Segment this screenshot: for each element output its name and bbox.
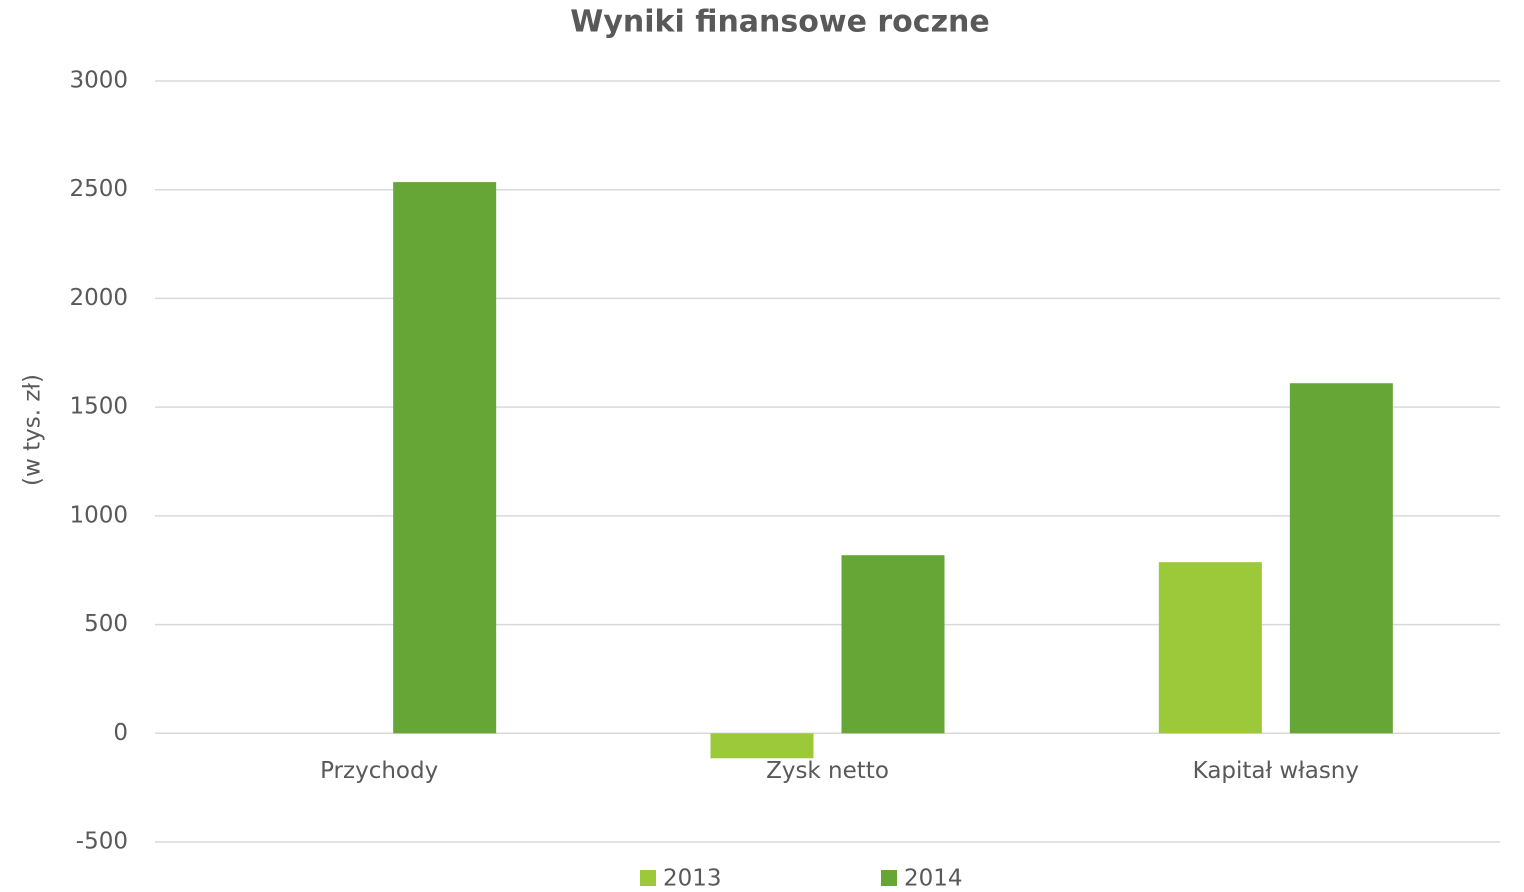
legend-label: 2014 (904, 866, 963, 892)
legend-label: 2013 (663, 866, 722, 892)
y-tick-label: 500 (84, 611, 128, 637)
bar (1158, 562, 1262, 734)
y-tick-label: 2500 (69, 176, 128, 202)
x-tick-label: Kapitał własny (1193, 758, 1359, 784)
bar (841, 555, 945, 734)
bar (710, 733, 814, 759)
chart-title: Wyniki finansowe roczne (570, 5, 990, 40)
y-tick-label: 1500 (69, 394, 128, 420)
y-tick-label: 2000 (69, 285, 128, 311)
legend-swatch (640, 870, 656, 886)
y-tick-label: 0 (113, 720, 128, 746)
y-tick-label: -500 (76, 829, 128, 855)
y-axis-label: (w tys. zł) (20, 374, 46, 486)
y-tick-label: 3000 (69, 68, 128, 94)
x-tick-label: Zysk netto (766, 758, 889, 784)
legend-swatch (881, 870, 897, 886)
bar (1289, 383, 1393, 734)
y-tick-label: 1000 (69, 502, 128, 528)
x-tick-label: Przychody (320, 758, 438, 784)
bar (393, 182, 497, 734)
